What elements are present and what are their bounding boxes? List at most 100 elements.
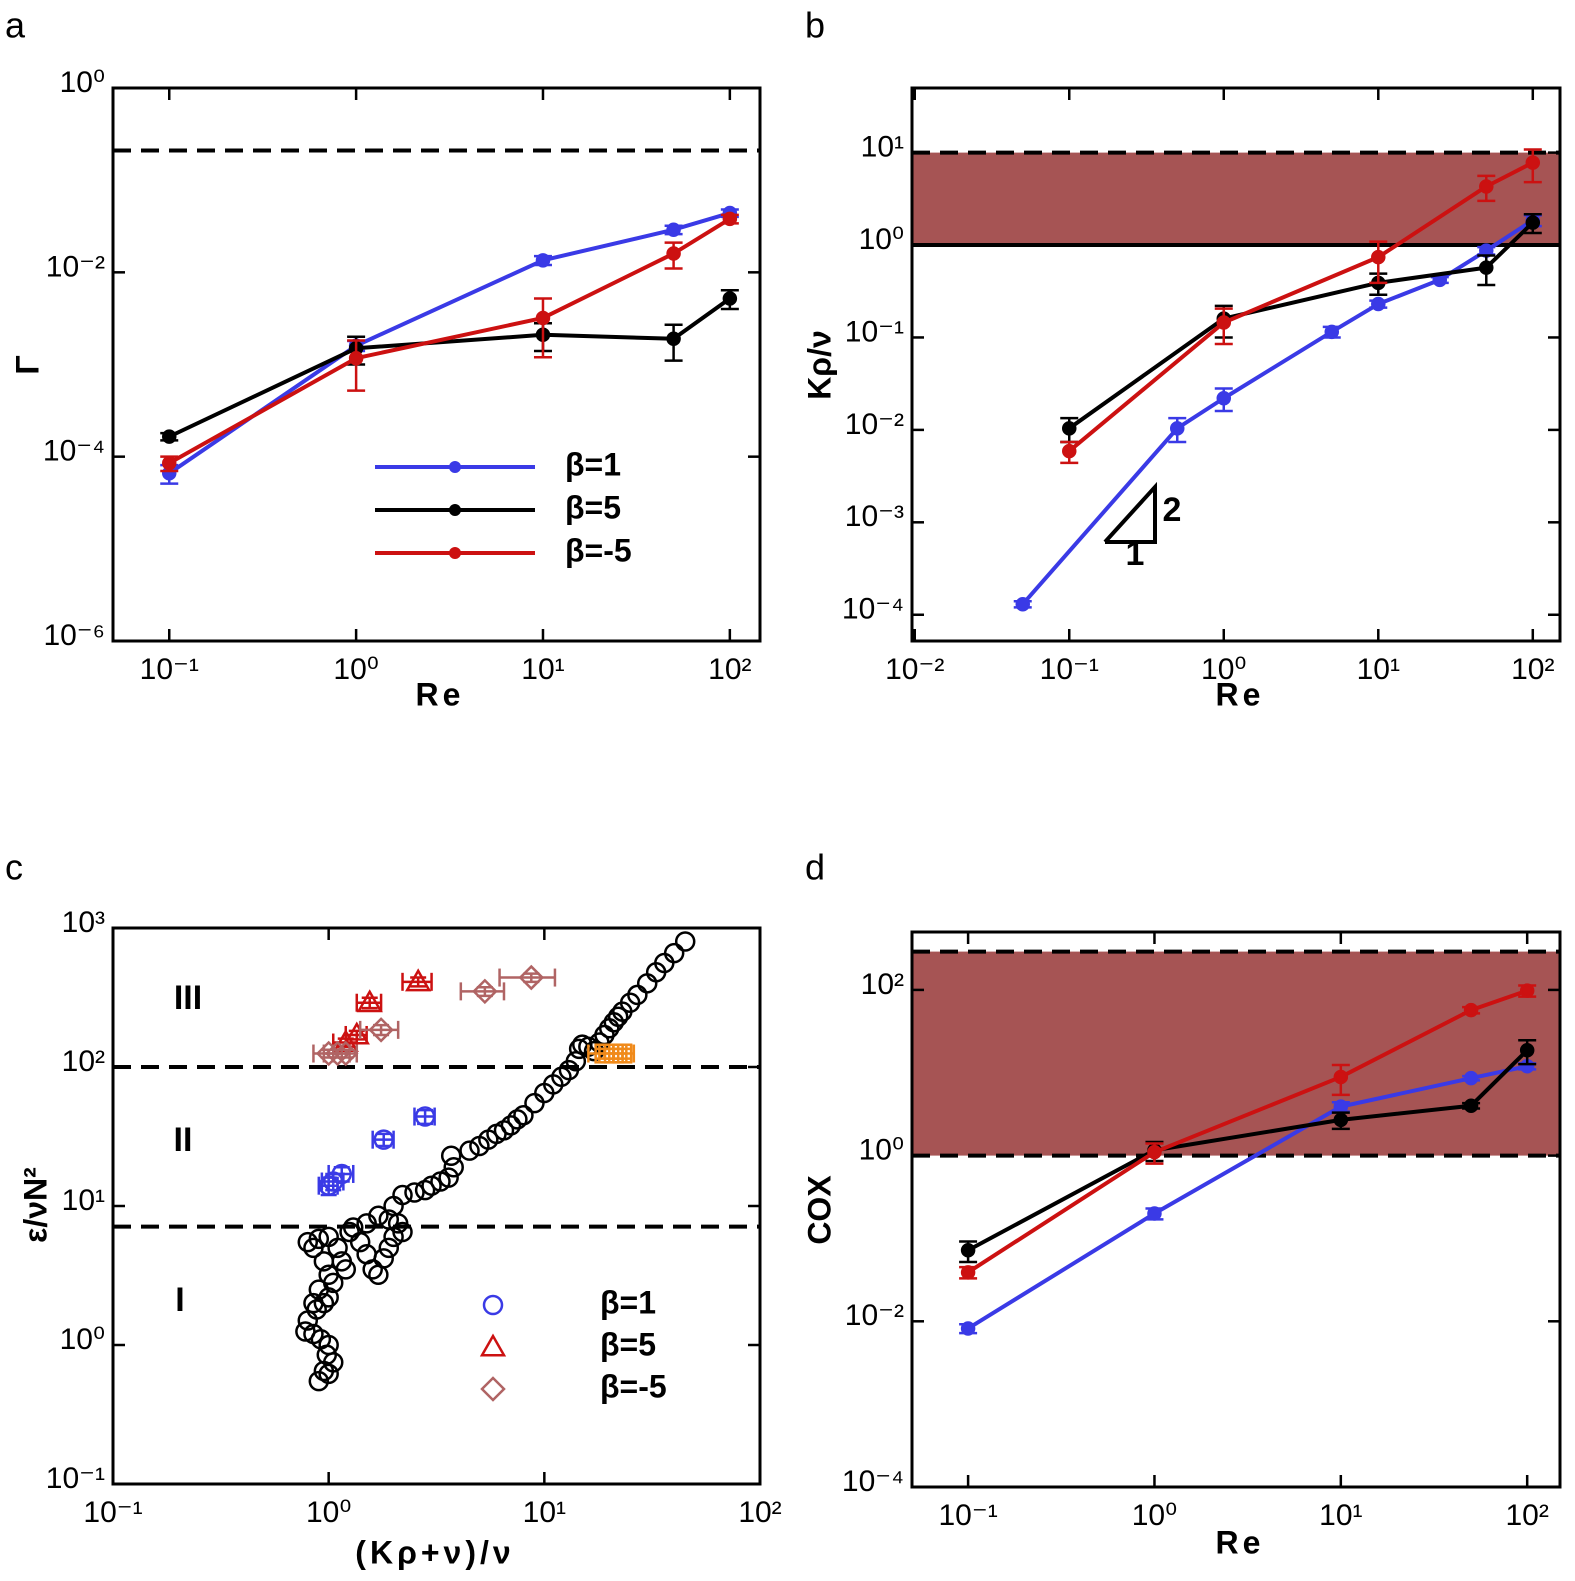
- marker: [438, 1167, 459, 1188]
- x-tick-label: 10¹: [1357, 653, 1400, 686]
- marker: [722, 211, 738, 227]
- legend-label: β=5: [600, 1326, 656, 1362]
- marker: [666, 246, 681, 261]
- marker: [1479, 260, 1494, 275]
- marker: [348, 350, 364, 366]
- x-axis-label: Re: [1216, 676, 1265, 712]
- y-tick-label: 10²: [861, 968, 904, 1001]
- x-tick-label: 10⁻²: [885, 653, 944, 686]
- marker: [1147, 1144, 1162, 1160]
- marker: [1479, 179, 1494, 194]
- marker: [1015, 596, 1030, 612]
- x-axis-label: (Kρ+ν)/ν: [355, 1534, 514, 1570]
- marker: [666, 331, 681, 347]
- x-tick-label: 10⁰: [333, 653, 378, 686]
- marker: [1463, 1098, 1479, 1113]
- marker: [327, 1237, 348, 1259]
- y-tick-label: 10⁻⁴: [43, 435, 105, 468]
- y-tick-label: 10¹: [861, 131, 904, 164]
- marker: [1525, 155, 1541, 170]
- marker: [1333, 1099, 1349, 1114]
- x-tick-label: 10²: [1506, 1499, 1549, 1532]
- marker: [674, 931, 696, 952]
- marker: [297, 1231, 319, 1253]
- y-tick-label: 10⁻⁶: [43, 619, 105, 652]
- x-tick-label: 10¹: [1319, 1499, 1362, 1532]
- legend-label: β=1: [565, 446, 621, 482]
- plot-frame: [111, 86, 762, 643]
- marker: [162, 455, 177, 471]
- marker: [392, 1184, 413, 1206]
- legend-marker: [480, 1376, 506, 1402]
- x-tick-label: 10⁻¹: [140, 653, 199, 686]
- y-tick-label: 10⁻⁴: [842, 593, 904, 626]
- marker: [1463, 1002, 1479, 1018]
- y-tick-label: 10¹: [62, 1184, 105, 1217]
- y-axis-label: Γ: [9, 355, 45, 374]
- y-tick-label: 10²: [62, 1045, 105, 1078]
- x-tick-label: 10¹: [523, 1496, 566, 1529]
- marker: [343, 1021, 370, 1045]
- marker: [335, 1259, 356, 1280]
- y-tick-label: 10⁰: [60, 1323, 105, 1356]
- x-tick-label: 10¹: [521, 653, 564, 686]
- marker: [507, 1109, 528, 1130]
- panel-letter: a: [5, 5, 26, 46]
- marker: [472, 978, 498, 1005]
- marker: [405, 968, 432, 992]
- marker: [666, 222, 681, 237]
- marker: [722, 291, 738, 306]
- y-axis-label: ε/νN²: [17, 1167, 53, 1243]
- marker: [535, 253, 551, 268]
- legend-label: β=-5: [565, 532, 632, 568]
- marker: [303, 1292, 324, 1314]
- marker: [440, 1145, 462, 1166]
- marker: [960, 1265, 976, 1280]
- marker: [663, 942, 685, 964]
- marker: [356, 989, 383, 1013]
- marker: [349, 1231, 371, 1253]
- annotation: 1: [1126, 535, 1145, 573]
- marker: [443, 1157, 464, 1178]
- marker: [960, 1321, 976, 1336]
- y-axis-label: COX: [801, 1175, 837, 1245]
- annotation: III: [174, 979, 202, 1017]
- marker: [513, 1104, 534, 1126]
- x-tick-label: 10⁻¹: [938, 1499, 997, 1532]
- legend-marker: [449, 547, 461, 559]
- band: [912, 951, 1560, 1156]
- marker: [1147, 1206, 1162, 1221]
- x-tick-label: 10²: [1511, 653, 1554, 686]
- y-axis-label: Kρ/ν: [801, 330, 837, 400]
- legend-label: β=5: [565, 489, 621, 525]
- marker: [1324, 324, 1340, 340]
- x-axis-label: Re: [416, 676, 465, 712]
- y-tick-label: 10⁻¹: [46, 1462, 105, 1495]
- marker: [500, 1115, 522, 1136]
- legend-marker: [449, 504, 461, 516]
- panel-letter: b: [805, 5, 825, 46]
- marker: [459, 1140, 480, 1161]
- legend-label: β=1: [600, 1284, 656, 1320]
- band: [912, 152, 1560, 246]
- y-tick-label: 10⁻³: [845, 500, 904, 533]
- y-tick-label: 10³: [62, 906, 105, 939]
- panel-letter: d: [805, 847, 825, 888]
- marker: [368, 1017, 394, 1043]
- legend-marker: [449, 461, 461, 473]
- x-axis-label: Re: [1216, 1524, 1265, 1560]
- marker: [313, 1292, 335, 1314]
- plot-frame: [910, 930, 1562, 1489]
- series-line: [1068, 221, 1535, 430]
- y-tick-label: 10⁻²: [46, 250, 105, 283]
- marker: [295, 1321, 316, 1342]
- marker: [373, 1248, 394, 1269]
- panel-letter: c: [5, 847, 23, 888]
- marker: [1062, 443, 1077, 459]
- marker: [378, 1237, 400, 1259]
- marker: [404, 1182, 425, 1203]
- marker: [373, 1129, 394, 1150]
- y-tick-label: 10⁻¹: [845, 315, 904, 348]
- marker: [1463, 1070, 1479, 1086]
